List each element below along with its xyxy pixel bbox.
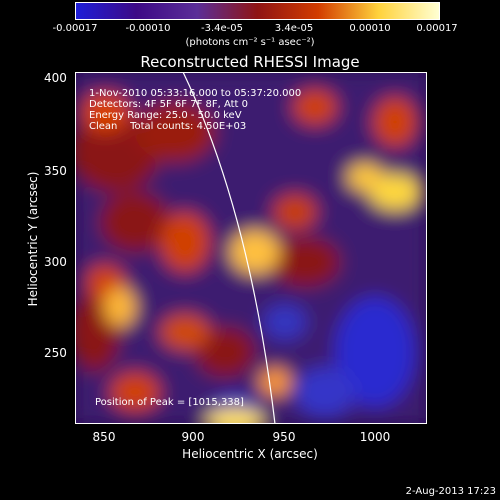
- y-tick-label: 350: [44, 164, 67, 178]
- detectors-text: Detectors: 4F 5F 6F 7F 8F, Att 0: [89, 99, 249, 110]
- colorbar-tick: -0.00010: [125, 23, 171, 34]
- colorbar-tick: 0.00017: [416, 23, 458, 34]
- solar-limb-line: [182, 72, 276, 424]
- peak-position-text: Position of Peak = [1015,338]: [95, 397, 244, 408]
- x-tick-label: 850: [92, 430, 116, 444]
- colorbar: [75, 2, 440, 20]
- x-tick-label: 950: [272, 430, 296, 444]
- y-tick-label: 400: [44, 71, 67, 85]
- time-range-text: 1-Nov-2010 05:33:16.000 to 05:37:20.000: [89, 88, 302, 99]
- colorbar-tick: 3.4e-05: [274, 23, 314, 34]
- colorbar-tick: -3.4e-05: [201, 23, 243, 34]
- generation-date: 2-Aug-2013 17:23: [405, 486, 496, 497]
- heatmap-image: [75, 72, 427, 424]
- colorbar-tick: -0.00017: [52, 23, 98, 34]
- plot-title: Reconstructed RHESSI Image: [140, 53, 360, 71]
- y-tick-label: 250: [44, 346, 67, 360]
- energy-range-text: Energy Range: 25.0 - 50.0 keV: [89, 110, 242, 121]
- image-plot: 1-Nov-2010 05:33:16.000 to 05:37:20.000 …: [75, 72, 427, 424]
- clean-counts-text: Clean Total counts: 4.50E+03: [89, 121, 247, 132]
- colorbar-tick: 0.00010: [349, 23, 391, 34]
- colorbar-unit: (photons cm⁻² s⁻¹ asec⁻²): [185, 37, 315, 48]
- x-tick-label: 1000: [359, 430, 391, 444]
- x-axis-label: Heliocentric X (arcsec): [182, 447, 318, 461]
- y-tick-label: 300: [44, 255, 67, 269]
- y-axis-label: Heliocentric Y (arcsec): [26, 171, 40, 307]
- x-tick-label: 900: [181, 430, 205, 444]
